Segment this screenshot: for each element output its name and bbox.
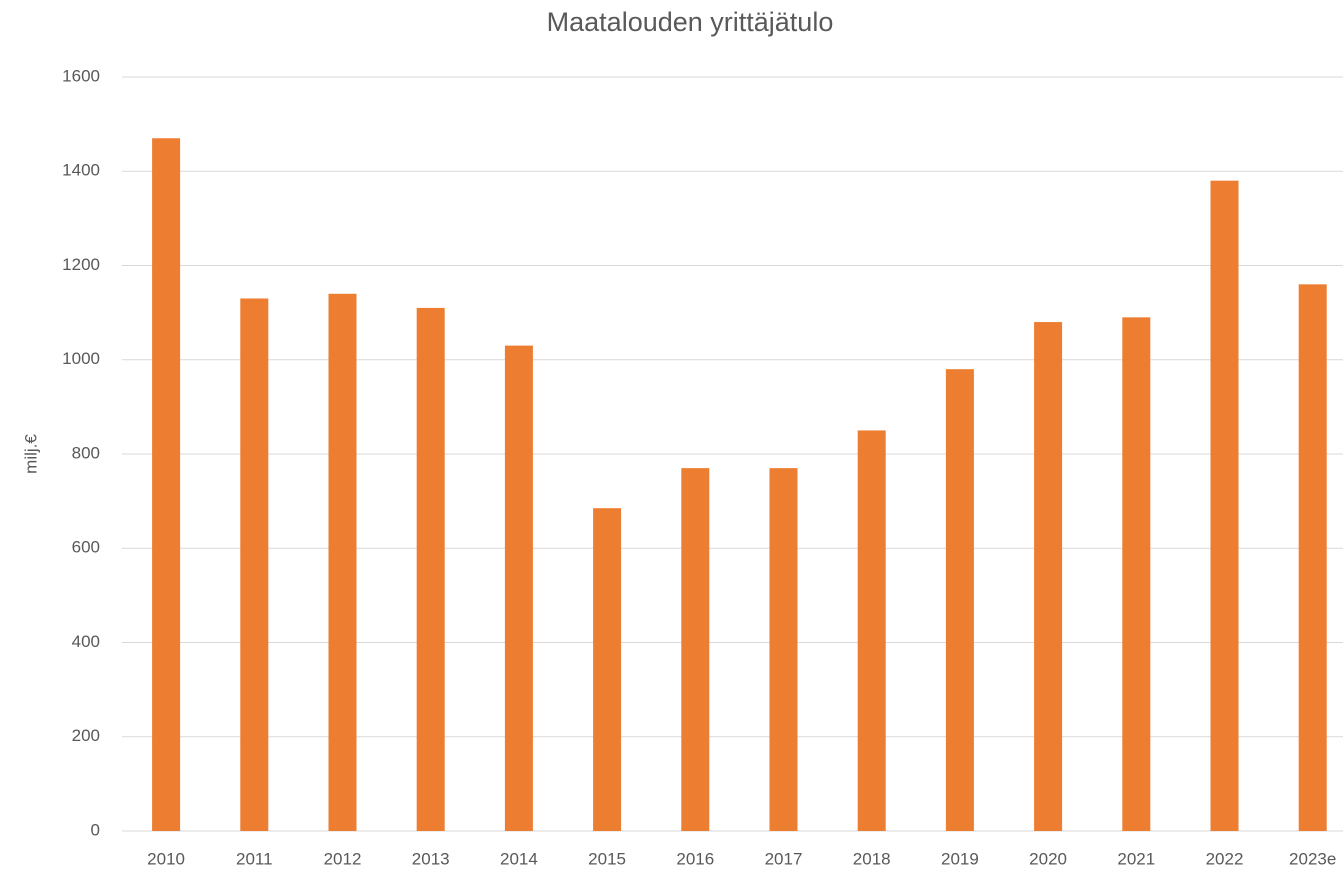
x-tick-label: 2020 <box>1029 849 1067 868</box>
chart-title: Maatalouden yrittäjätulo <box>547 7 834 37</box>
x-tick-label: 2023e <box>1289 849 1336 868</box>
bar <box>504 345 533 831</box>
bar <box>1298 284 1327 832</box>
x-tick-label: 2017 <box>765 849 803 868</box>
bar <box>769 468 798 831</box>
x-tick-label: 2014 <box>500 849 538 868</box>
y-tick-label: 400 <box>72 632 100 651</box>
x-tick-label: 2012 <box>324 849 362 868</box>
y-tick-label: 600 <box>72 538 100 557</box>
x-tick-label: 2018 <box>853 849 891 868</box>
y-tick-label: 1600 <box>62 66 100 85</box>
bar <box>1210 180 1239 832</box>
bar <box>240 298 269 831</box>
y-tick-label: 1400 <box>62 161 100 180</box>
x-tick-label: 2016 <box>676 849 714 868</box>
bar <box>593 508 622 831</box>
y-tick-label: 200 <box>72 726 100 745</box>
bar <box>1034 322 1063 831</box>
y-axis-label: milj.€ <box>21 434 40 474</box>
y-tick-label: 1000 <box>62 349 100 368</box>
x-tick-label: 2011 <box>236 849 273 868</box>
bar <box>416 307 445 832</box>
bar <box>681 468 710 831</box>
x-tick-label: 2021 <box>1117 849 1155 868</box>
x-tick-label: 2015 <box>588 849 626 868</box>
bar <box>1122 317 1151 831</box>
x-tick-label: 2019 <box>941 849 979 868</box>
y-tick-label: 800 <box>72 443 100 462</box>
bar <box>328 293 357 831</box>
x-tick-label: 2010 <box>147 849 185 868</box>
x-tick-label: 2013 <box>412 849 450 868</box>
bar <box>857 430 886 831</box>
bar <box>152 138 181 831</box>
y-tick-label: 1200 <box>62 255 100 274</box>
y-tick-label: 0 <box>91 820 100 839</box>
x-tick-label: 2022 <box>1206 849 1244 868</box>
bar <box>945 369 974 831</box>
